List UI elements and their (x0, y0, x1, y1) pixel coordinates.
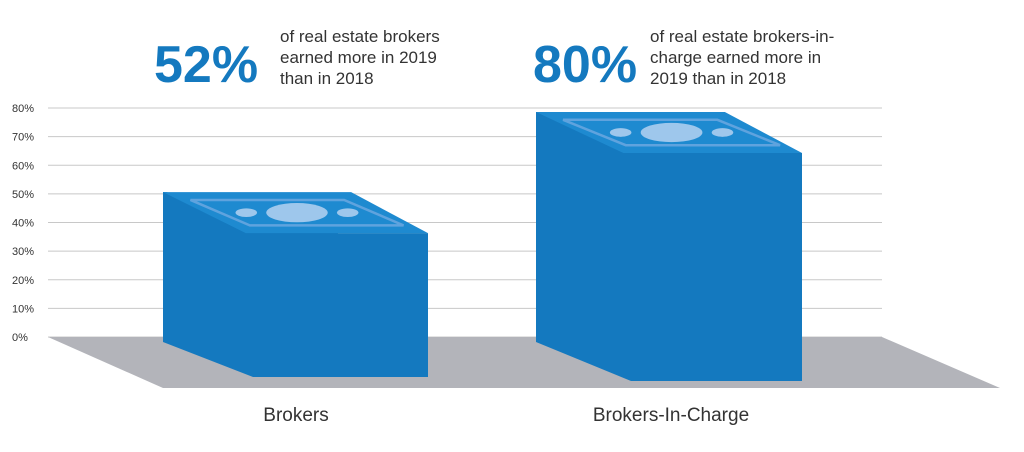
bill-right-dot (711, 128, 734, 137)
annotation-text-line: 2019 than in 2018 (650, 69, 786, 88)
bar-front-face (536, 112, 802, 381)
bill-left-dot (235, 208, 258, 217)
annotation-value: 52% (154, 36, 258, 94)
annotation-text-line: charge earned more in (650, 48, 821, 67)
y-tick-label: 20% (12, 275, 34, 287)
bill-outline (562, 118, 781, 147)
y-axis: 0% 10% 20% 30% 40% 50% 60% 70% 80% (12, 103, 34, 344)
bar-front-face (163, 192, 428, 377)
annotation-brokers-in-charge: 80% of real estate brokers-in-charge earn… (533, 27, 834, 94)
bill-left-dot (609, 128, 632, 137)
x-category-label: Brokers (263, 405, 328, 426)
annotation-brokers: 52% of real estate brokers earned more in … (154, 27, 440, 94)
y-tick-label: 40% (12, 218, 34, 230)
y-tick-label: 80% (12, 103, 34, 115)
annotation-text-line: earned more in 2019 (280, 48, 437, 67)
y-tick-label: 70% (12, 132, 34, 144)
bar-brokers (163, 192, 428, 377)
bill-center-oval (640, 122, 703, 143)
y-tick-label: 50% (12, 189, 34, 201)
y-tick-label: 30% (12, 246, 34, 258)
annotation-text-line: of real estate brokers-in- (650, 27, 834, 46)
x-category-label: Brokers-In-Charge (593, 405, 749, 426)
bill-outline (189, 198, 405, 227)
y-tick-label: 0% (12, 332, 28, 344)
bar-brokers-in-charge (536, 112, 802, 381)
annotation-text-line: than in 2018 (280, 69, 374, 88)
annotation-text-line: of real estate brokers (280, 27, 440, 46)
bill-right-dot (336, 208, 359, 217)
y-tick-label: 10% (12, 303, 34, 315)
bill-center-oval (266, 202, 328, 223)
annotation-value: 80% (533, 36, 637, 94)
y-tick-label: 60% (12, 160, 34, 172)
